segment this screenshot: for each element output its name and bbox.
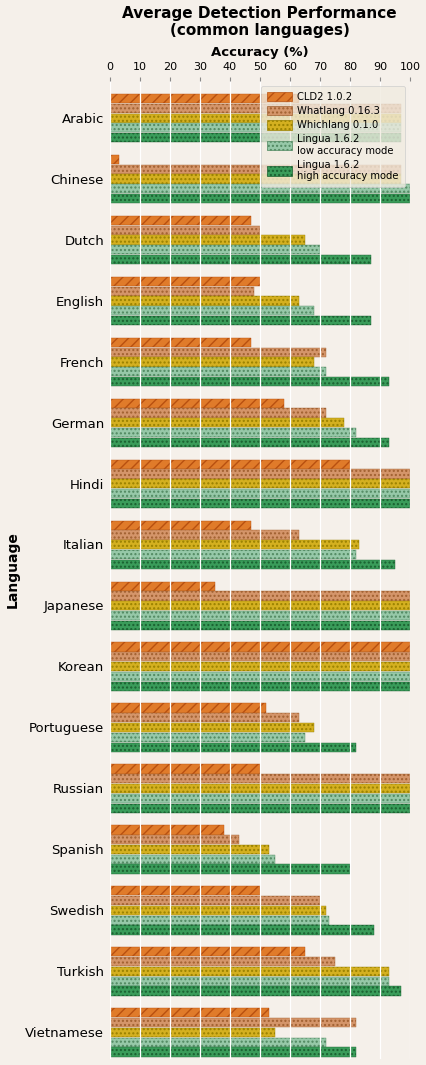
Bar xyxy=(109,581,215,591)
Bar xyxy=(109,967,389,976)
Bar xyxy=(109,896,320,905)
Bar xyxy=(109,521,251,529)
Bar xyxy=(109,865,350,873)
Bar xyxy=(109,652,410,661)
Bar xyxy=(109,1037,326,1047)
Bar xyxy=(109,906,326,915)
Bar xyxy=(109,184,410,194)
Bar xyxy=(109,682,410,691)
Bar xyxy=(109,723,314,733)
Bar xyxy=(109,825,224,835)
Bar xyxy=(109,347,326,357)
Bar xyxy=(109,714,299,722)
Bar xyxy=(109,1009,269,1017)
Bar xyxy=(109,428,356,438)
Bar xyxy=(109,601,410,610)
Bar xyxy=(109,886,260,896)
Bar xyxy=(109,470,410,478)
Bar xyxy=(109,774,410,784)
Bar xyxy=(109,306,314,315)
Bar xyxy=(109,560,395,569)
Bar xyxy=(109,216,251,225)
Bar xyxy=(109,114,401,122)
Bar xyxy=(109,409,326,417)
Bar xyxy=(109,550,356,559)
Bar xyxy=(109,803,410,813)
Bar xyxy=(109,438,389,447)
Bar xyxy=(109,479,410,489)
Bar xyxy=(109,175,401,183)
Y-axis label: Language: Language xyxy=(6,531,20,608)
Bar xyxy=(109,765,260,773)
Bar xyxy=(109,925,374,935)
Bar xyxy=(109,977,389,986)
Bar xyxy=(109,338,251,347)
Bar xyxy=(109,793,410,803)
Bar xyxy=(109,662,410,671)
Bar xyxy=(109,855,275,864)
Bar xyxy=(109,530,299,540)
Bar xyxy=(109,642,410,652)
Bar xyxy=(109,845,269,854)
Bar xyxy=(109,621,410,629)
Bar xyxy=(109,398,284,408)
Bar xyxy=(109,358,314,366)
Bar xyxy=(109,498,410,508)
Bar xyxy=(109,733,305,742)
Bar xyxy=(109,460,350,469)
Bar xyxy=(109,165,401,174)
Bar xyxy=(109,103,401,113)
Legend: CLD2 1.0.2, Whatlang 0.16.3, Whichlang 0.1.0, Lingua 1.6.2
low accuracy mode, Li: CLD2 1.0.2, Whatlang 0.16.3, Whichlang 0… xyxy=(262,85,405,187)
X-axis label: Accuracy (%): Accuracy (%) xyxy=(211,46,308,59)
Bar xyxy=(109,672,410,681)
Bar xyxy=(109,419,344,427)
Bar xyxy=(109,1028,275,1037)
Bar xyxy=(109,367,326,376)
Bar xyxy=(109,916,329,924)
Bar xyxy=(109,784,410,793)
Bar xyxy=(109,591,410,601)
Bar xyxy=(109,1047,356,1056)
Bar xyxy=(109,835,239,845)
Bar xyxy=(109,611,410,620)
Bar xyxy=(109,94,299,103)
Bar xyxy=(109,255,371,264)
Bar xyxy=(109,742,356,752)
Bar xyxy=(109,245,320,255)
Bar xyxy=(109,1018,356,1027)
Bar xyxy=(109,226,260,234)
Bar xyxy=(109,540,359,550)
Bar xyxy=(109,316,371,325)
Bar xyxy=(109,286,254,296)
Bar xyxy=(109,124,401,132)
Bar xyxy=(109,957,335,966)
Bar xyxy=(109,947,305,956)
Bar xyxy=(109,986,401,996)
Bar xyxy=(109,704,266,712)
Bar xyxy=(109,377,389,387)
Bar xyxy=(109,133,401,143)
Bar xyxy=(109,489,410,498)
Bar xyxy=(109,296,299,306)
Bar xyxy=(109,277,260,286)
Bar xyxy=(109,154,119,164)
Title: Average Detection Performance
(common languages): Average Detection Performance (common la… xyxy=(123,5,397,38)
Bar xyxy=(109,194,410,203)
Bar xyxy=(109,235,305,245)
